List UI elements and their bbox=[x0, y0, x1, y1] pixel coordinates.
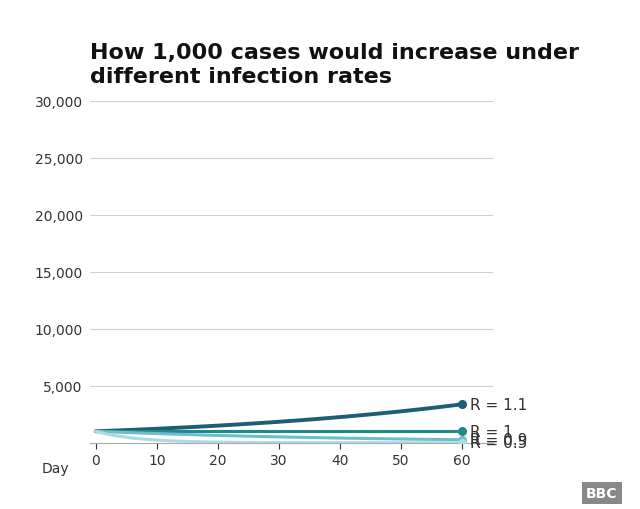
Text: R = 0.9: R = 0.9 bbox=[470, 432, 527, 447]
Text: R = 1.1: R = 1.1 bbox=[470, 397, 527, 412]
Text: Day: Day bbox=[41, 462, 69, 475]
Text: BBC: BBC bbox=[586, 486, 618, 500]
Text: R = 0.5: R = 0.5 bbox=[470, 435, 527, 450]
Text: R = 1: R = 1 bbox=[470, 424, 513, 439]
Text: How 1,000 cases would increase under
different infection rates: How 1,000 cases would increase under dif… bbox=[90, 43, 579, 87]
